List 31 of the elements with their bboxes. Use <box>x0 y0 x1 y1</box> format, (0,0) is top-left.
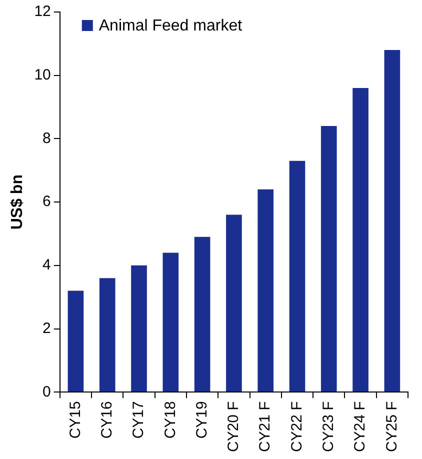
y-tick-label: 6 <box>42 193 51 210</box>
y-tick-label: 10 <box>34 66 51 84</box>
y-tick-label: 0 <box>42 383 51 400</box>
bar <box>320 126 337 392</box>
bar <box>99 278 116 392</box>
x-tick-label: CY23 F <box>320 401 338 452</box>
x-tick-label: CY15 <box>66 401 84 439</box>
y-tick-label: 8 <box>42 130 51 147</box>
x-tick-label: CY19 <box>193 401 210 439</box>
x-tick-label: CY21 F <box>256 401 274 452</box>
bar <box>194 236 210 392</box>
y-tick-label: 4 <box>42 256 51 274</box>
bar <box>131 265 147 392</box>
x-tick-label: CY24 F <box>352 401 369 452</box>
y-tick-label: 12 <box>34 3 51 20</box>
bar <box>384 50 400 392</box>
y-axis-title: US$ bn <box>9 174 26 230</box>
x-tick-label: CY20 F <box>225 401 242 452</box>
bar <box>289 160 306 392</box>
legend-label: Animal Feed market <box>98 17 243 34</box>
x-tick-label: CY17 <box>130 401 148 439</box>
bar <box>162 252 179 392</box>
x-tick-label: CY18 <box>162 401 179 439</box>
y-tick-label: 2 <box>42 320 51 337</box>
x-tick-label: CY25 F <box>383 401 400 452</box>
x-tick-label: CY22 F <box>288 401 306 452</box>
bar <box>68 290 84 392</box>
bar <box>352 88 368 392</box>
bar <box>226 214 242 392</box>
x-tick-label: CY16 <box>98 401 116 439</box>
bar <box>258 189 274 392</box>
